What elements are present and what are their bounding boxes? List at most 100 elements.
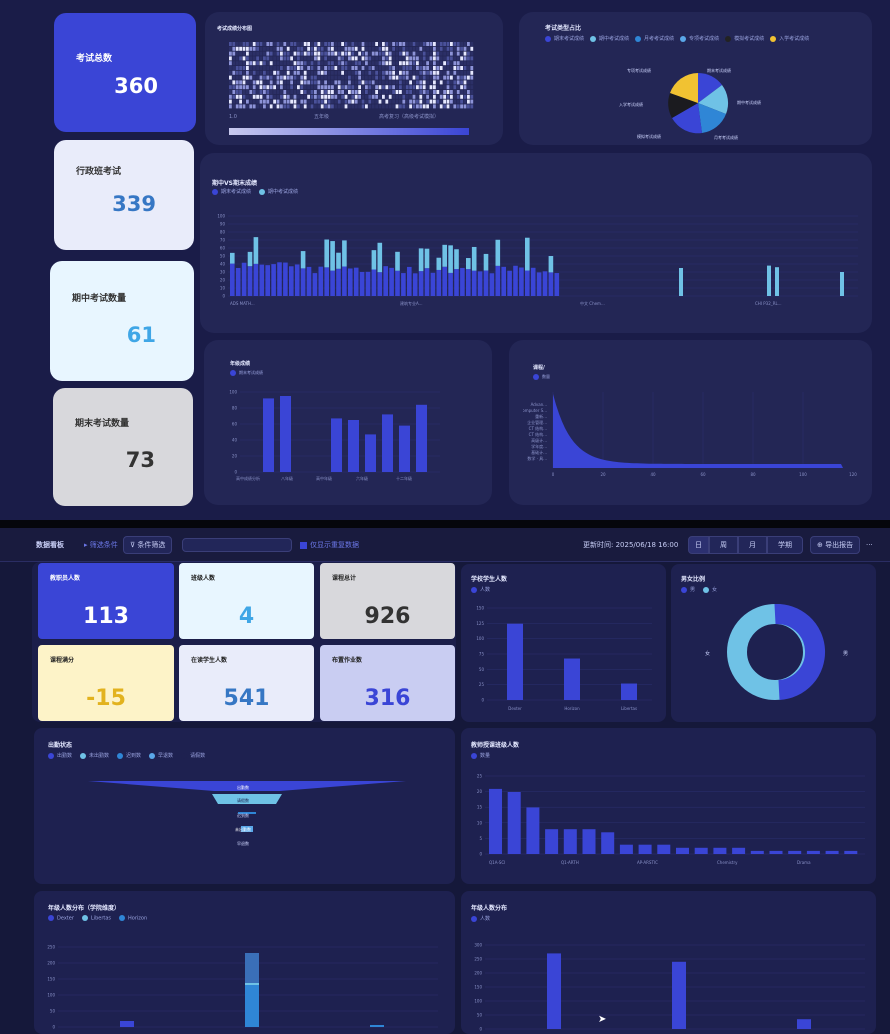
legend-item[interactable]: 男: [681, 586, 695, 593]
axis-label: 150: [476, 606, 484, 611]
dashboard-toolbar: 数据看板 ▸ 筛选条件 ⊽ 条件筛选 仅显示重复数据 更新时间: 2025/06…: [0, 528, 890, 562]
seg-term[interactable]: 学期: [767, 536, 803, 554]
kpi-card-total-exams[interactable]: 考试总数 360: [54, 13, 196, 132]
legend-item[interactable]: 期末考试成绩: [212, 188, 251, 195]
heatmap-cell: [470, 99, 474, 104]
course-distribution-chart: Advan...Computer S...重新...企业管理...CT 结构..…: [523, 392, 857, 477]
legend-item[interactable]: 期末考试成绩: [545, 35, 584, 42]
heatmap-cell: [290, 70, 293, 75]
filter-button[interactable]: ▸ 筛选条件: [84, 541, 118, 549]
heatmap-cell: [392, 90, 395, 94]
heatmap-cell: [409, 61, 412, 66]
heatmap-cell: [422, 85, 426, 90]
heatmap-cell: [436, 42, 440, 46]
heatmap-cell: [463, 104, 467, 109]
heatmap-cell: [375, 80, 378, 85]
heatmap-cell: [453, 46, 457, 51]
export-button[interactable]: ⊕ 导出报告: [810, 528, 861, 562]
legend-item[interactable]: 未出勤数: [80, 752, 109, 759]
legend-item[interactable]: 专项考试成绩: [680, 35, 719, 42]
legend-item[interactable]: Libertas: [81, 915, 111, 922]
more-button[interactable]: ···: [866, 541, 873, 549]
seg-week[interactable]: 周: [709, 536, 738, 554]
legend-item[interactable]: 人数: [471, 915, 490, 922]
heatmap-cell: [388, 61, 392, 66]
heatmap-cell: [371, 56, 375, 61]
heatmap-cell: [280, 94, 283, 99]
heatmap-cell: [405, 42, 409, 46]
legend-item[interactable]: 模拟考试成绩: [725, 35, 764, 42]
seg-month[interactable]: 月: [738, 536, 767, 554]
heatmap-cell: [436, 66, 440, 70]
heatmap-cell: [300, 66, 304, 70]
heatmap-cell: [358, 66, 361, 70]
bar: [120, 1021, 134, 1027]
kpi-homework[interactable]: 布置作业数 316: [320, 645, 455, 721]
heatmap-cell: [365, 61, 368, 66]
search-input[interactable]: [182, 528, 292, 562]
axis-label: 40: [232, 438, 238, 443]
legend-item[interactable]: 早退数: [149, 752, 173, 759]
heatmap-cell: [334, 56, 338, 61]
heatmap-cell: [368, 75, 372, 80]
heatmap-cell: [293, 104, 297, 109]
bar: [621, 683, 637, 700]
bar-midterm: [436, 257, 442, 270]
kpi-courses[interactable]: 课程总计 926: [320, 563, 455, 639]
axis-label: 75: [479, 652, 485, 657]
heatmap-cell: [235, 85, 239, 90]
kpi-card-class-exams[interactable]: 行政班考试 339: [54, 140, 194, 250]
heatmap-cell: [331, 42, 334, 46]
legend-item[interactable]: 期末考试成绩: [230, 370, 263, 376]
seg-day[interactable]: 日: [688, 536, 709, 554]
heatmap-cell: [443, 80, 446, 85]
heatmap-cell: [456, 51, 460, 56]
heatmap-cell: [399, 85, 402, 90]
kpi-label: 教职员人数: [50, 575, 81, 582]
heatmap-cell: [276, 56, 280, 61]
duplicate-checkbox[interactable]: 仅显示重复数据: [300, 528, 359, 562]
kpi-teachers[interactable]: 教职员人数 113: [38, 563, 174, 639]
chart-legend: 人数: [471, 915, 490, 922]
kpi-course-score[interactable]: 课程满分 -15: [38, 645, 174, 721]
legend-item[interactable]: 女: [703, 586, 717, 593]
kpi-card-midterm-exams[interactable]: 期中考试数量 61: [50, 261, 194, 381]
bar-final: [324, 267, 329, 296]
legend-item[interactable]: 迟到数: [117, 752, 141, 759]
heatmap-cell: [266, 85, 270, 90]
kpi-classes[interactable]: 班级人数 4: [179, 563, 314, 639]
legend-item[interactable]: 期中考试成绩: [259, 188, 298, 195]
legend-item[interactable]: 请假数: [181, 752, 205, 759]
legend-item[interactable]: 入学考试成绩: [770, 35, 809, 42]
legend-item[interactable]: 期中考试成绩: [590, 35, 629, 42]
heatmap-cell: [269, 80, 273, 85]
heatmap-cell: [314, 56, 317, 61]
legend-item[interactable]: 月考考试成绩: [635, 35, 674, 42]
legend-item[interactable]: 人数: [471, 586, 490, 593]
bar: [348, 420, 359, 472]
legend-item[interactable]: Horizon: [119, 915, 147, 922]
heatmap-cell: [331, 66, 334, 70]
legend-item[interactable]: 数量: [533, 374, 550, 380]
heatmap-cell: [252, 56, 256, 61]
heatmap-cell: [249, 51, 253, 56]
legend-item[interactable]: Dexter: [48, 915, 74, 922]
bar-midterm: [840, 272, 844, 296]
heatmap-cell: [371, 80, 375, 85]
heatmap-cell: [456, 90, 460, 94]
axis-label: Q1-ARTH: [561, 860, 579, 865]
pie-title: 考试类型占比: [545, 25, 582, 32]
heatmap-cell: [334, 104, 338, 109]
heatmap-cell: [402, 85, 406, 90]
legend-item[interactable]: 数量: [471, 752, 490, 759]
condition-filter-button[interactable]: ⊽ 条件筛选: [123, 528, 173, 562]
kpi-students[interactable]: 在读学生人数 541: [179, 645, 314, 721]
heatmap-cell: [419, 75, 423, 80]
heatmap-cell: [252, 80, 256, 85]
heatmap-cell: [405, 104, 409, 109]
period-segment[interactable]: 日 周 月 学期: [688, 528, 803, 562]
legend-item[interactable]: 出勤数: [48, 752, 72, 759]
heatmap-cell: [242, 99, 246, 104]
kpi-card-final-exams[interactable]: 期末考试数量 73: [53, 388, 193, 506]
heatmap-cell: [344, 104, 348, 109]
